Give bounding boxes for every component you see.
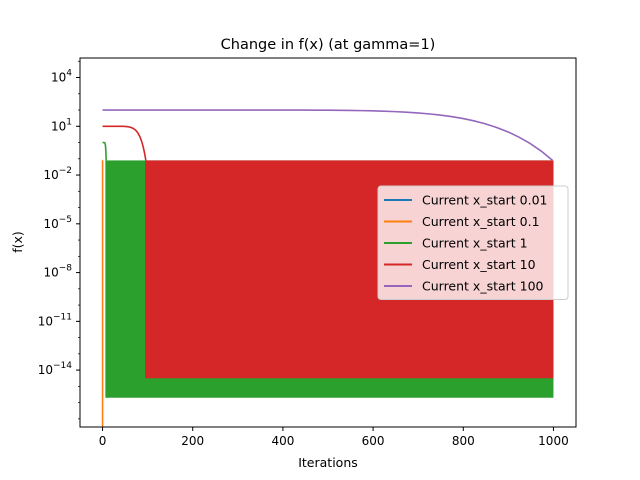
series-line [102, 141, 107, 161]
chart-title: Change in f(x) (at gamma=1) [221, 37, 436, 53]
y-tick-label: 10−2 [43, 166, 72, 182]
legend-label: Current x_start 100 [422, 279, 544, 294]
series-5 [102, 109, 554, 162]
axes-frame [79, 57, 577, 428]
x-tick-label: 800 [452, 434, 475, 448]
y-tick-label: 104 [51, 69, 72, 85]
x-tick-label: 1000 [538, 434, 569, 448]
x-axis-label: Iterations [298, 455, 358, 470]
y-axis-label: f(x) [10, 231, 25, 253]
x-tick-label: 400 [271, 434, 294, 448]
legend-label: Current x_start 10 [422, 257, 536, 272]
x-axis: 0 200 400 600 800 1000 [99, 427, 569, 448]
x-tick-label: 600 [362, 434, 385, 448]
y-tick-label: 10−14 [38, 361, 73, 377]
legend-label: Current x_start 0.01 [422, 193, 548, 208]
y-tick-label: 10−5 [43, 215, 72, 231]
legend-box [377, 185, 569, 300]
x-tick-label: 200 [181, 434, 204, 448]
x-tick-label: 0 [99, 434, 107, 448]
series-line [102, 125, 147, 161]
legend: Current x_start 0.01 Current x_start 0.1 C… [377, 185, 569, 300]
series-line [102, 109, 554, 162]
legend-label: Current x_start 0.1 [422, 214, 540, 229]
y-tick-label: 10−11 [38, 312, 72, 328]
y-tick-label: 101 [51, 117, 72, 133]
legend-label: Current x_start 1 [422, 236, 528, 251]
y-axis: 104 101 10−2 10−5 10−8 10−11 10−14 [38, 60, 80, 420]
y-tick-label: 10−8 [43, 264, 72, 280]
